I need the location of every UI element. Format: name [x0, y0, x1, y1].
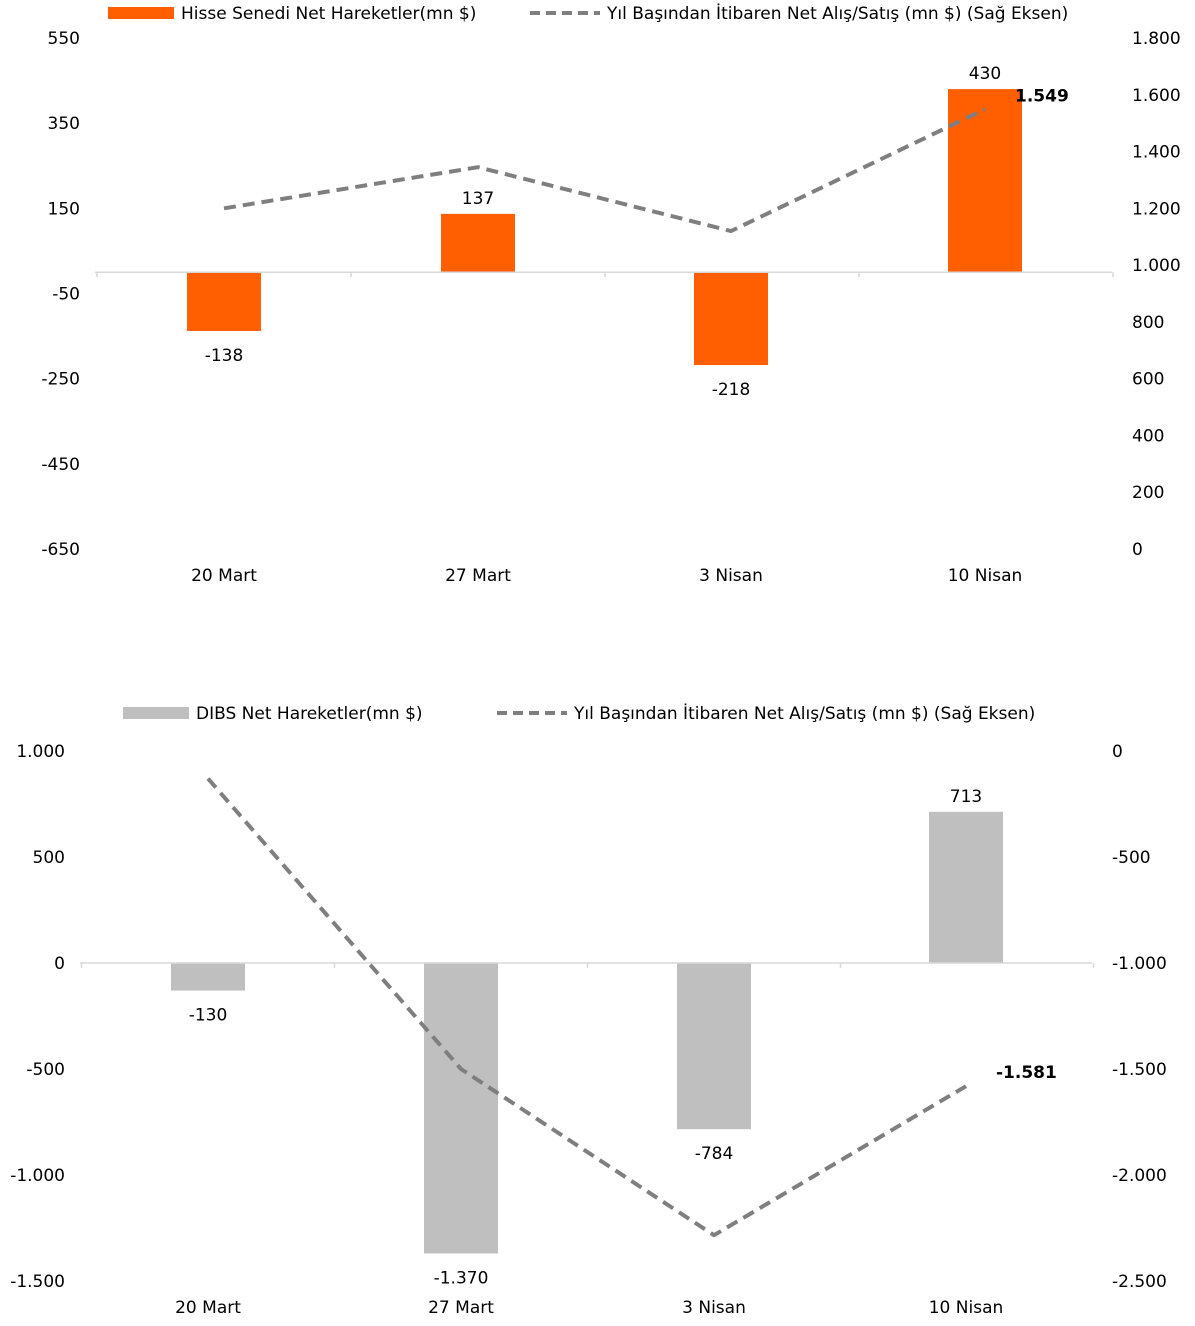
- right-axis-tick-label: -500: [1112, 848, 1151, 868]
- left-axis-tick-label: 550: [48, 29, 80, 49]
- left-axis-tick-label: -1.000: [10, 1166, 65, 1186]
- right-axis-tick-label: -2.000: [1112, 1166, 1167, 1186]
- bar-data-label: 430: [969, 64, 1001, 84]
- bar-data-label: -138: [205, 346, 244, 366]
- left-axis-tick-label: -500: [26, 1060, 65, 1080]
- category-label: 3 Nisan: [682, 1298, 746, 1318]
- bar: [948, 89, 1022, 273]
- legend-line-label: Yıl Başından İtibaren Net Alış/Satış (mn…: [606, 3, 1068, 24]
- right-axis-tick-label: 200: [1132, 483, 1164, 503]
- legend-bar-label: DIBS Net Hareketler(mn $): [196, 704, 423, 724]
- category-label: 3 Nisan: [699, 566, 763, 586]
- bar-data-label: -218: [712, 380, 751, 400]
- cumulative-line: [206, 777, 968, 1238]
- left-axis-tick-label: -50: [52, 285, 80, 305]
- category-label: 27 Mart: [445, 566, 511, 586]
- bar: [441, 213, 515, 273]
- left-axis-tick-label: -250: [41, 370, 80, 390]
- bar-data-label: -130: [189, 1006, 228, 1026]
- equity-chart: Hisse Senedi Net Hareketler(mn $) Yıl Baş…: [41, 3, 1180, 586]
- bar-data-label: 713: [950, 787, 982, 807]
- left-axis-tick-label: 150: [48, 199, 80, 219]
- category-label: 10 Nisan: [948, 566, 1023, 586]
- left-axis-tick-label: -1.500: [10, 1272, 65, 1292]
- bar: [694, 272, 768, 366]
- line-end-label: 1.549: [1015, 86, 1069, 106]
- left-axis-tick-label: 0: [54, 954, 65, 974]
- legend-bar-swatch: [123, 707, 189, 719]
- legend-bar-label: Hisse Senedi Net Hareketler(mn $): [181, 4, 476, 24]
- legend-bar-swatch: [108, 7, 174, 19]
- right-axis-tick-label: 1.400: [1132, 143, 1181, 163]
- bar: [929, 811, 1003, 963]
- category-label: 20 Mart: [175, 1298, 241, 1318]
- category-label: 20 Mart: [191, 566, 257, 586]
- right-axis-tick-label: 600: [1132, 370, 1164, 390]
- right-axis-tick-label: 400: [1132, 426, 1164, 446]
- bond-chart: DIBS Net Hareketler(mn $) Yıl Başından İt…: [10, 703, 1167, 1318]
- category-label: 27 Mart: [428, 1298, 494, 1318]
- right-axis-tick-label: 1.800: [1132, 29, 1181, 49]
- bar: [424, 963, 498, 1254]
- cumulative-line: [223, 107, 986, 234]
- bar-data-label: 137: [462, 189, 494, 209]
- category-label: 10 Nisan: [929, 1298, 1004, 1318]
- left-axis-tick-label: 350: [48, 114, 80, 134]
- right-axis-tick-label: 800: [1132, 313, 1164, 333]
- right-axis-tick-label: -1.500: [1112, 1060, 1167, 1080]
- right-axis-tick-label: 0: [1132, 540, 1143, 560]
- bar-data-label: -1.370: [434, 1268, 489, 1288]
- bar: [677, 963, 751, 1130]
- right-axis-tick-label: -1.000: [1112, 954, 1167, 974]
- bar-data-label: -784: [695, 1144, 734, 1164]
- right-axis-tick-label: 1.600: [1132, 86, 1181, 106]
- right-axis-tick-label: -2.500: [1112, 1272, 1167, 1292]
- right-axis-tick-label: 0: [1112, 742, 1123, 762]
- right-axis-tick-label: 1.000: [1132, 256, 1181, 276]
- left-axis-tick-label: 500: [33, 848, 65, 868]
- legend-line-label: Yıl Başından İtibaren Net Alış/Satış (mn…: [573, 703, 1035, 724]
- line-end-label: -1.581: [996, 1063, 1057, 1083]
- bar: [187, 272, 261, 331]
- left-axis-tick-label: -650: [41, 540, 80, 560]
- left-axis-tick-label: -450: [41, 455, 80, 475]
- right-axis-tick-label: 1.200: [1132, 199, 1181, 219]
- left-axis-tick-label: 1.000: [16, 742, 65, 762]
- bar: [171, 963, 245, 991]
